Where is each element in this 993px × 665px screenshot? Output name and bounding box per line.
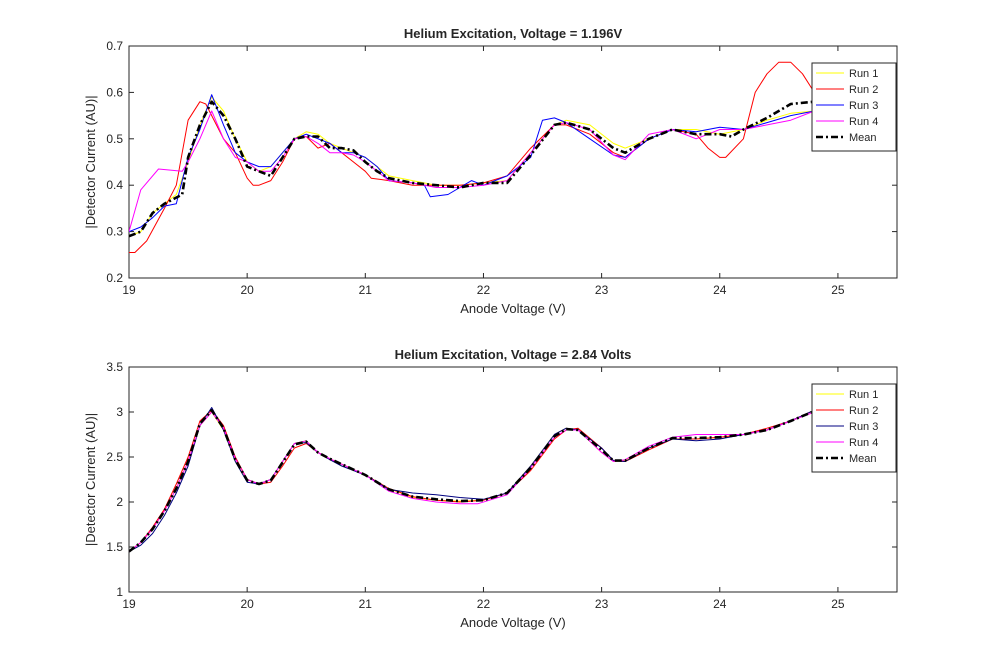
legend-entry: Run 2 (849, 84, 878, 96)
plot-area (128, 366, 898, 593)
x-tick-label: 22 (477, 597, 491, 611)
y-tick-label: 0.4 (106, 178, 123, 192)
x-tick-label: 24 (713, 283, 727, 297)
y-axis-label: |Detector Current (AU)| (83, 413, 98, 546)
legend-entry: Mean (849, 453, 877, 465)
x-tick-label: 21 (359, 597, 373, 611)
y-tick-label: 3 (116, 405, 123, 419)
series-group (129, 61, 815, 253)
legend-entry: Run 1 (849, 389, 878, 401)
legend-entry: Run 4 (849, 437, 878, 449)
legend-entry: Run 2 (849, 405, 878, 417)
y-tick-label: 0.5 (106, 132, 123, 146)
series-group (129, 407, 815, 553)
plot-area (128, 45, 898, 279)
x-tick-label: 20 (240, 283, 254, 297)
x-tick-label: 23 (595, 283, 609, 297)
x-tick-label: 19 (122, 597, 136, 611)
chart-bottom: Helium Excitation, Voltage = 2.84 Volts 1… (83, 347, 898, 630)
x-tick-label: 19 (122, 283, 136, 297)
y-tick-label: 1.5 (106, 540, 123, 554)
chart-title: Helium Excitation, Voltage = 2.84 Volts (395, 347, 632, 362)
legend-entry: Run 4 (849, 116, 878, 128)
legend-entry: Run 1 (849, 68, 878, 80)
x-tick-label: 23 (595, 597, 609, 611)
y-tick-label: 3.5 (106, 360, 123, 374)
y-axis-label: |Detector Current (AU)| (83, 95, 98, 228)
y-tick-label: 0.2 (106, 271, 123, 285)
y-tick-label: 2.5 (106, 450, 123, 464)
legend: Run 1 Run 2 Run 3 Run 4 Mean (811, 62, 897, 152)
y-tick-label: 0.7 (106, 39, 123, 53)
series-line-mean (129, 408, 815, 553)
x-tick-label: 20 (240, 597, 254, 611)
y-tick-label: 0.6 (106, 85, 123, 99)
x-tick-label: 25 (831, 283, 845, 297)
legend: Run 1 Run 2 Run 3 Run 4 Mean (811, 383, 897, 473)
x-tick-label: 21 (359, 283, 373, 297)
legend-entry: Run 3 (849, 421, 878, 433)
y-tick-label: 1 (116, 585, 123, 599)
series-line-run-4 (129, 411, 815, 552)
series-line-mean (129, 100, 815, 238)
chart-title: Helium Excitation, Voltage = 1.196V (404, 26, 623, 41)
legend-entry: Mean (849, 132, 877, 144)
chart-top: Helium Excitation, Voltage = 1.196V 19 20 2… (83, 26, 898, 316)
x-tick-label: 25 (831, 597, 845, 611)
y-tick-label: 0.3 (106, 225, 123, 239)
x-axis-label: Anode Voltage (V) (460, 301, 566, 316)
x-tick-label: 24 (713, 597, 727, 611)
legend-entry: Run 3 (849, 100, 878, 112)
x-axis-label: Anode Voltage (V) (460, 615, 566, 630)
y-tick-label: 2 (116, 495, 123, 509)
x-tick-label: 22 (477, 283, 491, 297)
